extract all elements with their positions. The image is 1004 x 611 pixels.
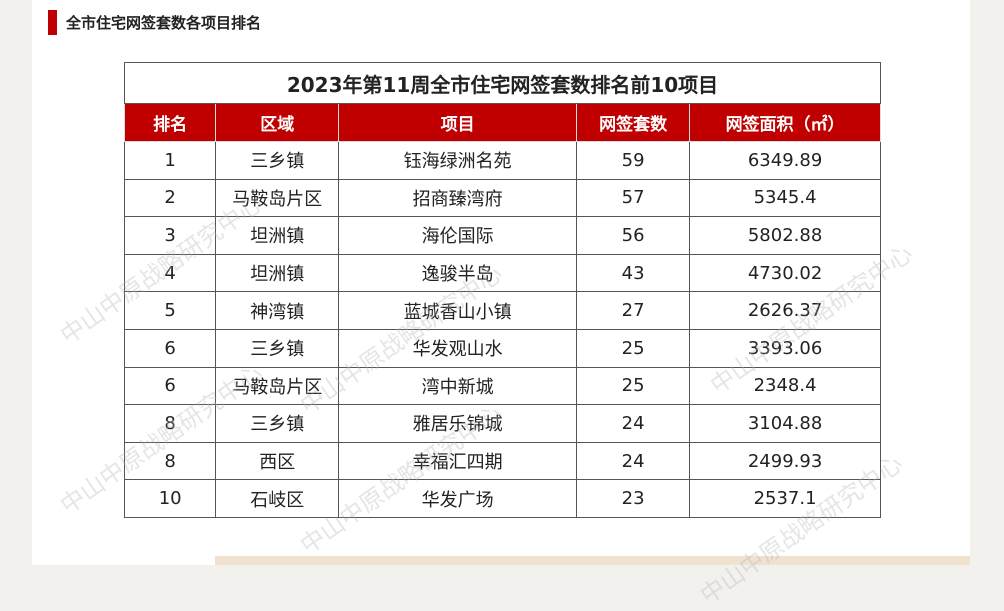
table-cell: 2626.37 — [689, 291, 881, 330]
table-cell: 2 — [123, 178, 217, 218]
table-cell: 三乡镇 — [215, 404, 340, 443]
header-row: 排名 区域 项目 网签套数 网签面积（㎡） — [123, 103, 881, 142]
table-cell: 6 — [123, 366, 217, 406]
table-row: 8 西区 幸福汇四期 24 2499.93 — [123, 441, 881, 481]
table-row: 8 三乡镇 雅居乐锦城 24 3104.88 — [123, 404, 881, 443]
table-cell: 湾中新城 — [338, 366, 578, 406]
table-cell: 坦洲镇 — [215, 253, 340, 293]
table-row: 3 坦洲镇 海伦国际 56 5802.88 — [123, 216, 881, 255]
table-cell: 马鞍岛片区 — [215, 178, 340, 218]
column-header: 网签面积（㎡） — [689, 103, 881, 142]
table-cell: 4730.02 — [689, 253, 881, 293]
table-cell: 5802.88 — [689, 216, 881, 255]
table-cell: 石岐区 — [215, 479, 340, 518]
table-cell: 2537.1 — [689, 479, 881, 518]
table-cell: 2348.4 — [689, 366, 881, 406]
column-header: 网签套数 — [576, 103, 691, 142]
table-cell: 1 — [123, 141, 217, 180]
table-cell: 蓝城香山小镇 — [338, 291, 578, 330]
table-cell: 逸骏半岛 — [338, 253, 578, 293]
table-cell: 钰海绿洲名苑 — [338, 141, 578, 180]
header-title: 全市住宅网签套数各项目排名 — [66, 14, 262, 32]
page: 全市住宅网签套数各项目排名 2023年第11周全市住宅网签套数排名前10项目 排… — [32, 0, 970, 610]
table-cell: 8 — [123, 404, 217, 443]
table-cell: 3393.06 — [689, 328, 881, 368]
table-row: 6 三乡镇 华发观山水 25 3393.06 — [123, 328, 881, 368]
table-title: 2023年第11周全市住宅网签套数排名前10项目 — [124, 62, 881, 104]
table-cell: 马鞍岛片区 — [215, 366, 340, 406]
table-cell: 59 — [576, 141, 691, 180]
title-bar — [48, 10, 57, 35]
table-cell: 4 — [123, 253, 217, 293]
table-cell: 华发广场 — [338, 479, 578, 518]
table-cell: 6349.89 — [689, 141, 881, 180]
table-body: 1 三乡镇 钰海绿洲名苑 59 6349.89 2 马鞍岛片区 招商臻湾府 57 5345.4 3 坦… — [123, 141, 881, 518]
table-row: 2 马鞍岛片区 招商臻湾府 57 5345.4 — [123, 178, 881, 218]
table-row: 5 神湾镇 蓝城香山小镇 27 2626.37 — [123, 291, 881, 330]
table-cell: 华发观山水 — [338, 328, 578, 368]
table-row: 4 坦洲镇 逸骏半岛 43 4730.02 — [123, 253, 881, 293]
table-cell: 24 — [576, 404, 691, 443]
table-cell: 23 — [576, 479, 691, 518]
table-cell: 25 — [576, 328, 691, 368]
table-cell: 西区 — [215, 441, 340, 481]
column-header: 区域 — [215, 103, 340, 142]
table-cell: 三乡镇 — [215, 141, 340, 180]
column-header: 项目 — [338, 103, 578, 142]
table-cell: 3104.88 — [689, 404, 881, 443]
table-cell: 三乡镇 — [215, 328, 340, 368]
table-cell: 海伦国际 — [338, 216, 578, 255]
table-cell: 2499.93 — [689, 441, 881, 481]
table-cell: 25 — [576, 366, 691, 406]
table-cell: 27 — [576, 291, 691, 330]
table-cell: 24 — [576, 441, 691, 481]
table-cell: 8 — [123, 441, 217, 481]
table-cell: 雅居乐锦城 — [338, 404, 578, 443]
table-cell: 幸福汇四期 — [338, 441, 578, 481]
table-cell: 56 — [576, 216, 691, 255]
table-cell: 坦洲镇 — [215, 216, 340, 255]
table-row: 10 石岐区 华发广场 23 2537.1 — [123, 479, 881, 518]
footer-bar — [215, 556, 970, 565]
table-cell: 5 — [123, 291, 217, 330]
column-header: 排名 — [123, 103, 217, 142]
table-cell: 招商臻湾府 — [338, 178, 578, 218]
table-cell: 10 — [123, 479, 217, 518]
table-cell: 3 — [123, 216, 217, 255]
ranking-table: 2023年第11周全市住宅网签套数排名前10项目 排名 区域 项目 网签套数 网签面积（… — [123, 62, 881, 518]
table-row: 1 三乡镇 钰海绿洲名苑 59 6349.89 — [123, 141, 881, 180]
table-cell: 5345.4 — [689, 178, 881, 218]
table-row: 6 马鞍岛片区 湾中新城 25 2348.4 — [123, 366, 881, 406]
table-cell: 57 — [576, 178, 691, 218]
table-cell: 43 — [576, 253, 691, 293]
table-cell: 神湾镇 — [215, 291, 340, 330]
table-cell: 6 — [123, 328, 217, 368]
